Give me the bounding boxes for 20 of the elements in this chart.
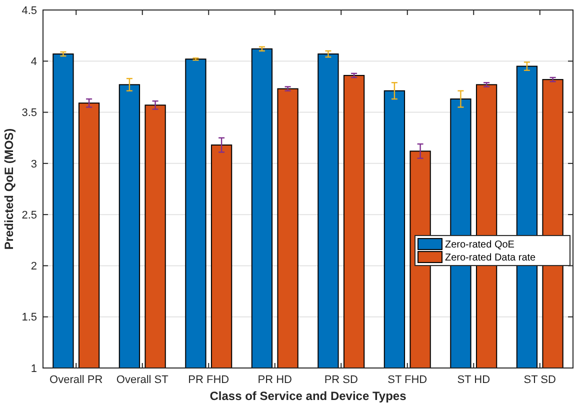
x-tick-label: PR FHD bbox=[188, 374, 230, 386]
x-tick-label: Overall PR bbox=[50, 374, 103, 386]
x-tick-label: ST FHD bbox=[388, 374, 428, 386]
x-tick-label: PR HD bbox=[258, 374, 292, 386]
y-tick-label: 3.5 bbox=[22, 107, 37, 120]
x-tick-label: ST SD bbox=[524, 374, 556, 386]
y-tick-label: 2 bbox=[30, 260, 37, 273]
y-tick-label: 4 bbox=[30, 56, 37, 68]
legend-label: Zero-rated QoE bbox=[445, 240, 515, 251]
y-tick-label: 3 bbox=[30, 158, 37, 170]
y-axis-title: Predicted QoE (MOS) bbox=[2, 128, 16, 250]
x-tick-label: ST HD bbox=[457, 374, 490, 386]
x-tick-label: Overall ST bbox=[116, 374, 169, 386]
x-axis-title: Class of Service and Device Types bbox=[210, 389, 407, 403]
y-tick-label: 4.5 bbox=[22, 4, 37, 17]
x-tick-label: PR SD bbox=[324, 374, 358, 386]
y-tick-label: 1.5 bbox=[22, 312, 37, 324]
y-tick-label: 2.5 bbox=[22, 209, 37, 222]
y-tick-label: 1 bbox=[30, 362, 37, 375]
legend-label: Zero-rated Data rate bbox=[445, 252, 536, 264]
